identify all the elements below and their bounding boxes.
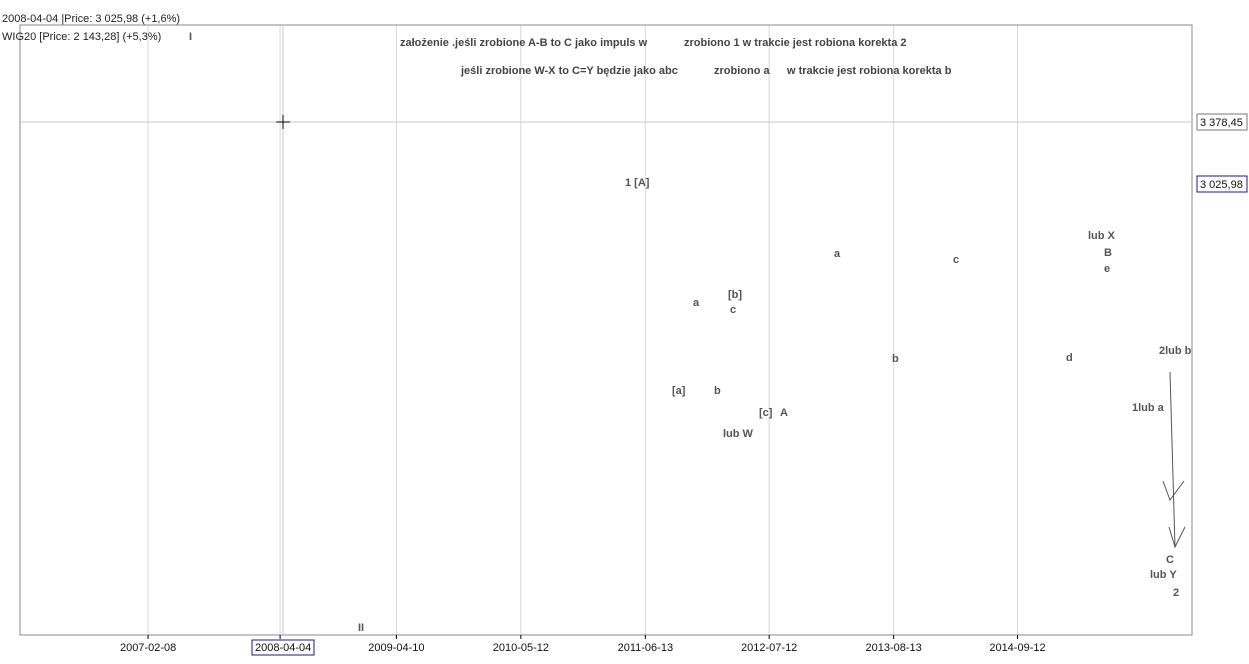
- crosshair-price-label: 3 378,45: [1200, 117, 1243, 129]
- x-tick-label: 2010-05-12: [493, 642, 549, 654]
- wave-label: b: [892, 353, 899, 365]
- note-line1-b: zrobiono 1 w trakcie jest robiona korekt…: [684, 37, 907, 49]
- wave-label: [c]: [759, 407, 773, 419]
- crosshair-price-box: [1196, 113, 1248, 131]
- wave-label: II: [358, 622, 364, 634]
- x-tick-label: 2014-09-12: [989, 642, 1045, 654]
- wave-label: I: [189, 31, 192, 43]
- wave-label: lub Y: [1150, 569, 1177, 581]
- plot-frame: [19, 24, 1193, 636]
- wave-label: c: [730, 304, 736, 316]
- x-tick-label: 2007-02-08: [120, 642, 176, 654]
- note-line2-a: jeśli zrobione W-X to C=Y będzie jako ab…: [460, 65, 678, 77]
- crosshair-date-label: 2008-04-04: [255, 642, 311, 654]
- projection-arrow: [1162, 371, 1186, 549]
- crosshair: [20, 25, 1192, 635]
- wave-label: 1lub a: [1132, 402, 1165, 414]
- series-label: WIG20 [Price: 2 143,28] (+5,3%): [2, 31, 161, 43]
- x-tick-label: 2012-07-12: [741, 642, 797, 654]
- wave-label: d: [1066, 352, 1073, 364]
- x-tick-label: 2013-08-13: [866, 642, 922, 654]
- wave-label: 2: [1173, 587, 1179, 599]
- wave-label: a: [834, 248, 841, 260]
- note-line1-a: założenie .jeśli zrobione A-B to C jako …: [400, 37, 648, 49]
- wave-label: 2lub b: [1159, 345, 1192, 357]
- wave-label: c: [953, 254, 959, 266]
- wave-label: lub W: [723, 428, 754, 440]
- annotation-notes: założenie .jeśli zrobione A-B to C jako …: [400, 37, 952, 77]
- grid: [147, 25, 1018, 635]
- wave-label: [b]: [728, 289, 742, 301]
- wave-label: A: [780, 407, 788, 419]
- crosshair-date-box: [251, 639, 315, 656]
- wave-label: B: [1104, 247, 1112, 259]
- wave-label: 1 [A]: [625, 177, 650, 189]
- note-line2-c: w trakcie jest robiona korekta b: [786, 65, 952, 77]
- note-line2-b: zrobiono a: [714, 65, 770, 77]
- wave-label: e: [1104, 263, 1110, 275]
- wave-label: lub X: [1088, 230, 1116, 242]
- wave-labels: I II 1 [A] a [b] c [a] b [c] A lub W a c…: [189, 31, 1192, 634]
- wave-label: b: [714, 385, 721, 397]
- last-price-label: 3 025,98: [1200, 179, 1243, 191]
- x-tick-label: 2011-06-13: [618, 642, 673, 654]
- x-tick-label: 2009-04-10: [368, 642, 424, 654]
- wave-label: a: [693, 297, 700, 309]
- wave-label: C: [1166, 554, 1174, 566]
- last-price-box: [1196, 175, 1248, 193]
- header-info: 2008-04-04 |Price: 3 025,98 (+1,6%): [2, 13, 180, 25]
- wave-label: [a]: [672, 385, 686, 397]
